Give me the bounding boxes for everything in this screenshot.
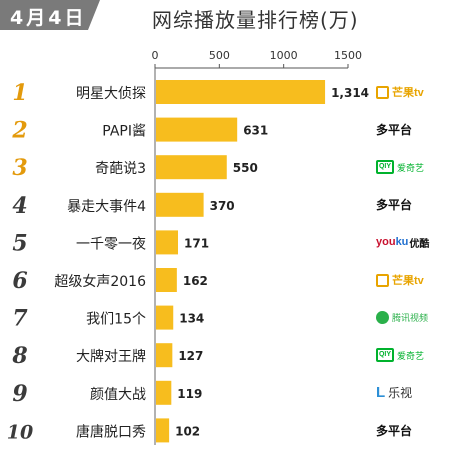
rank-number: 8 bbox=[11, 343, 27, 369]
bar bbox=[156, 380, 172, 405]
value-label: 134 bbox=[179, 312, 204, 326]
value-label: 127 bbox=[178, 349, 203, 363]
x-tick-label: 0 bbox=[152, 49, 159, 62]
category-label: 一千零一夜 bbox=[76, 236, 146, 252]
value-label: 162 bbox=[183, 274, 208, 288]
multi-platform-logo: 多平台 bbox=[376, 119, 438, 141]
tencent-video-logo: 腾讯视频 bbox=[376, 307, 438, 329]
value-label: 119 bbox=[177, 387, 202, 401]
platform-name: 腾讯视频 bbox=[392, 313, 429, 324]
category-label: 我们15个 bbox=[86, 312, 146, 328]
iqiyi-logo: QIY 爱奇艺 bbox=[376, 344, 438, 366]
bar bbox=[156, 230, 179, 255]
letv-logo: L 乐视 bbox=[376, 384, 413, 402]
rank-number: 7 bbox=[12, 306, 28, 332]
bar bbox=[156, 418, 170, 443]
value-label: 370 bbox=[210, 199, 235, 213]
x-tick-label: 1500 bbox=[334, 49, 362, 62]
platform-name: 爱奇艺 bbox=[397, 350, 425, 361]
rank-number: 6 bbox=[12, 268, 27, 294]
bar bbox=[156, 192, 204, 217]
x-tick-label: 1000 bbox=[270, 49, 298, 62]
iqiyi-logo: QIY 爱奇艺 bbox=[376, 156, 438, 178]
bar bbox=[156, 343, 173, 368]
date-label: 4月4日 bbox=[10, 7, 87, 29]
platform-name: 多平台 bbox=[376, 423, 413, 438]
bar bbox=[156, 305, 174, 330]
category-label: 颜值大战 bbox=[90, 387, 146, 403]
platform-name: 芒果tv bbox=[392, 275, 424, 287]
value-label: 631 bbox=[243, 124, 268, 138]
x-tick-label: 500 bbox=[209, 49, 230, 62]
mango-tv-logo: 芒果tv bbox=[376, 269, 438, 291]
rank-number: 2 bbox=[11, 118, 27, 144]
rank-number: 10 bbox=[7, 421, 33, 443]
date-badge: 4月4日 bbox=[0, 0, 100, 30]
value-label: 1,314 bbox=[331, 86, 369, 100]
category-label: 超级女声2016 bbox=[54, 273, 146, 290]
bar bbox=[156, 155, 227, 180]
rank-number: 4 bbox=[12, 193, 27, 219]
category-label: 大牌对王牌 bbox=[76, 348, 146, 365]
chart-title: 网综播放量排行榜(万) bbox=[152, 8, 359, 32]
multi-platform-logo: 多平台 bbox=[376, 419, 438, 441]
rank-number: 3 bbox=[12, 155, 27, 181]
category-label: 唐唐脱口秀 bbox=[76, 423, 146, 440]
platform-name: 多平台 bbox=[376, 198, 413, 213]
category-label: 明星大侦探 bbox=[76, 86, 146, 102]
value-label: 171 bbox=[184, 236, 209, 250]
platform-name: 多平台 bbox=[376, 123, 413, 138]
rank-number: 9 bbox=[12, 381, 27, 407]
value-label: 550 bbox=[233, 161, 258, 175]
rank-number: 1 bbox=[12, 80, 27, 106]
bar bbox=[156, 268, 177, 292]
multi-platform-logo: 多平台 bbox=[376, 194, 438, 216]
bar bbox=[156, 117, 238, 142]
platform-name: 芒果tv bbox=[392, 87, 424, 99]
youku-logo: you ku 优酷 bbox=[376, 236, 430, 250]
category-label: PAPI酱 bbox=[102, 124, 146, 140]
platform-name: 优酷 bbox=[409, 238, 430, 250]
value-label: 102 bbox=[175, 424, 200, 438]
platform-name: 乐视 bbox=[388, 386, 413, 401]
platform-name: 爱奇艺 bbox=[397, 162, 425, 173]
bar bbox=[156, 80, 326, 104]
mango-tv-logo: 芒果tv bbox=[376, 81, 438, 103]
rank-number: 5 bbox=[12, 230, 27, 256]
category-label: 暴走大事件4 bbox=[67, 199, 146, 215]
category-label: 奇葩说3 bbox=[95, 160, 146, 177]
